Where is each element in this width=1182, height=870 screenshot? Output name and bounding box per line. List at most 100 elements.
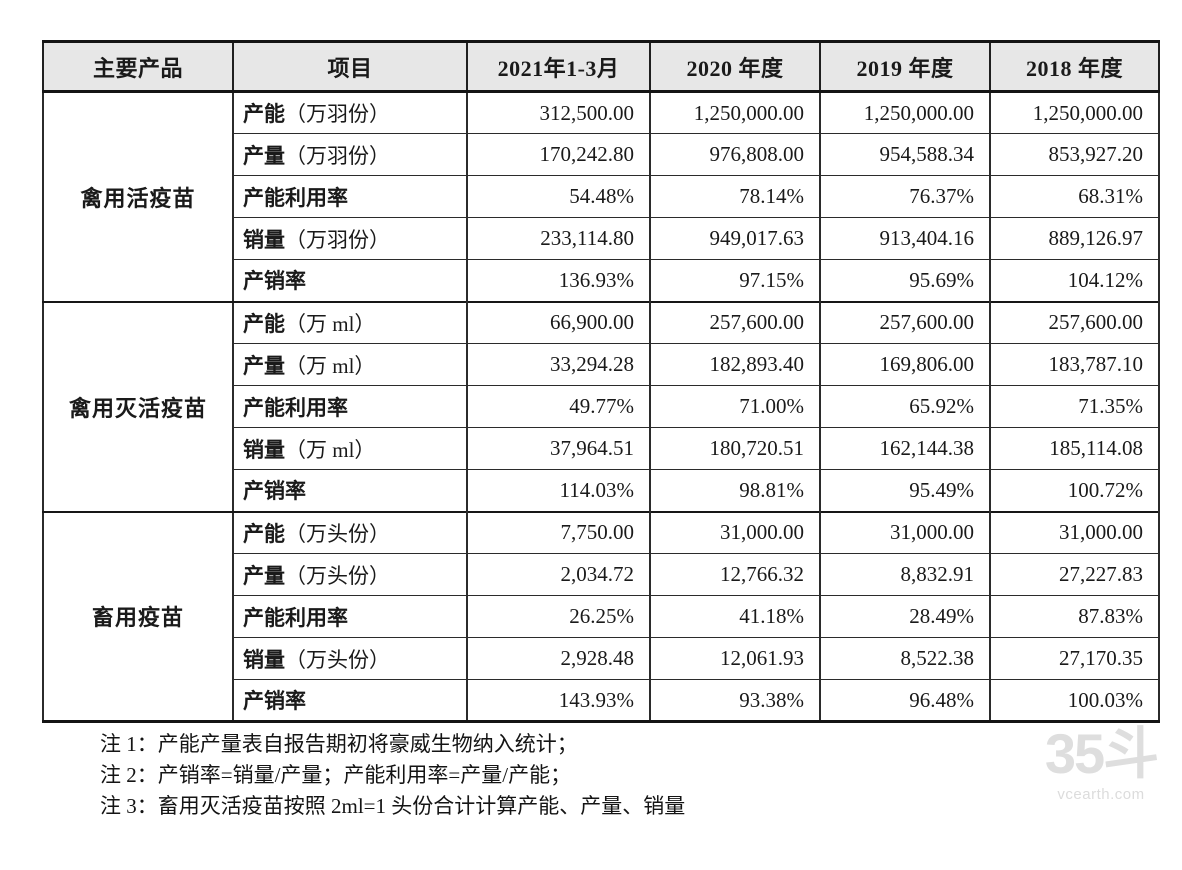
- item-label-cell: 产量（万头份）: [232, 553, 468, 596]
- item-label: 产销率: [243, 689, 306, 713]
- item-label: 产能: [243, 521, 285, 546]
- column-header-5: 2018 年度: [989, 40, 1160, 93]
- value-cell: 976,808.00: [649, 133, 821, 176]
- item-label: 产量: [243, 143, 285, 168]
- item-label: 产能: [243, 311, 285, 336]
- table-row: 产销率 136.93% 97.15% 95.69% 104.12%: [43, 259, 1160, 302]
- value-cell: 49.77%: [466, 385, 651, 428]
- item-unit: （万 ml）: [285, 437, 376, 462]
- value-cell: 71.35%: [989, 385, 1160, 428]
- item-label-cell: 销量（万头份）: [232, 637, 468, 680]
- item-label-cell: 产销率: [232, 259, 468, 302]
- item-unit: （万头份）: [285, 647, 390, 672]
- value-cell: 37,964.51: [466, 427, 651, 470]
- item-label: 销量: [243, 437, 285, 462]
- item-unit: （万头份）: [285, 521, 390, 546]
- value-cell: 8,832.91: [819, 553, 991, 596]
- value-cell: 65.92%: [819, 385, 991, 428]
- product-name: 禽用灭活疫苗: [42, 300, 234, 513]
- value-cell: 169,806.00: [819, 343, 991, 386]
- value-cell: 114.03%: [466, 469, 651, 512]
- value-cell: 8,522.38: [819, 637, 991, 680]
- value-cell: 180,720.51: [649, 427, 821, 470]
- item-label-cell: 产量（万 ml）: [232, 343, 468, 386]
- table-row: 产能利用率 26.25% 41.18% 28.49% 87.83%: [43, 595, 1160, 638]
- value-cell: 31,000.00: [989, 510, 1160, 554]
- item-label: 产能利用率: [243, 605, 348, 630]
- value-cell: 913,404.16: [819, 217, 991, 260]
- table-row: 畜用疫苗 产能（万头份） 7,750.00 31,000.00 31,000.00 31,…: [42, 510, 1160, 723]
- value-cell: 96.48%: [819, 679, 991, 722]
- item-label: 产销率: [243, 269, 306, 294]
- production-table: 主要产品 项目 2021年1-3月 2020 年度 2019 年度 2018 年度 禽用活…: [42, 40, 1160, 723]
- item-label-cell: 产销率: [232, 469, 468, 512]
- value-cell: 27,227.83: [989, 553, 1160, 596]
- item-label-cell: 产能（万羽份）: [232, 90, 468, 134]
- table-row: 禽用活疫苗 产能（万羽份） 312,500.00 1,250,000.00 1,250,…: [42, 90, 1160, 303]
- item-label-cell: 销量（万 ml）: [232, 427, 468, 470]
- item-label-cell: 产能利用率: [232, 175, 468, 218]
- value-cell: 853,927.20: [989, 133, 1160, 176]
- column-header-2: 2021年1-3月: [466, 40, 651, 93]
- value-cell: 100.03%: [989, 679, 1160, 722]
- table-row: 产量（万羽份） 170,242.80 976,808.00 954,588.34 853…: [43, 133, 1160, 176]
- table-row: 产销率 114.03% 98.81% 95.49% 100.72%: [43, 469, 1160, 512]
- item-label: 销量: [243, 647, 285, 672]
- value-cell: 2,928.48: [466, 637, 651, 680]
- table-row: 销量（万头份） 2,928.48 12,061.93 8,522.38 27,170.3…: [43, 637, 1160, 680]
- item-unit: （万 ml）: [285, 311, 376, 336]
- value-cell: 33,294.28: [466, 343, 651, 386]
- value-cell: 93.38%: [649, 679, 821, 722]
- value-cell: 54.48%: [466, 175, 651, 218]
- watermark-logo: 35斗: [1044, 722, 1159, 785]
- product-name: 禽用活疫苗: [42, 90, 234, 303]
- value-cell: 257,600.00: [649, 300, 821, 344]
- item-label: 产量: [243, 353, 285, 378]
- notes: 注 1：产能产量表自报告期初将豪威生物纳入统计； 注 2：产销率=销量/产量；产…: [100, 729, 685, 822]
- value-cell: 2,034.72: [466, 553, 651, 596]
- table-row: 产能利用率 54.48% 78.14% 76.37% 68.31%: [43, 175, 1160, 218]
- table-row: 销量（万 ml） 37,964.51 180,720.51 162,144.38 185…: [43, 427, 1160, 470]
- item-label: 产能利用率: [243, 395, 348, 420]
- item-unit: （万羽份）: [285, 143, 390, 168]
- column-header-3: 2020 年度: [649, 40, 821, 93]
- table-row: 产能利用率 49.77% 71.00% 65.92% 71.35%: [43, 385, 1160, 428]
- value-cell: 233,114.80: [466, 217, 651, 260]
- value-cell: 68.31%: [989, 175, 1160, 218]
- watermark: 35斗 vcearth.com: [1036, 722, 1166, 804]
- item-label-cell: 产销率: [232, 679, 468, 722]
- value-cell: 12,766.32: [649, 553, 821, 596]
- column-header-0: 主要产品: [42, 40, 234, 93]
- value-cell: 183,787.10: [989, 343, 1160, 386]
- value-cell: 312,500.00: [466, 90, 651, 134]
- value-cell: 66,900.00: [466, 300, 651, 344]
- table-row: 产量（万头份） 2,034.72 12,766.32 8,832.91 27,227.8…: [43, 553, 1160, 596]
- value-cell: 76.37%: [819, 175, 991, 218]
- note-1: 注 1：产能产量表自报告期初将豪威生物纳入统计；: [100, 732, 578, 756]
- column-header-4: 2019 年度: [819, 40, 991, 93]
- value-cell: 95.69%: [819, 259, 991, 302]
- value-cell: 28.49%: [819, 595, 991, 638]
- value-cell: 1,250,000.00: [649, 90, 821, 134]
- item-label-cell: 产能利用率: [232, 385, 468, 428]
- value-cell: 170,242.80: [466, 133, 651, 176]
- item-label: 产销率: [243, 479, 306, 504]
- value-cell: 71.00%: [649, 385, 821, 428]
- value-cell: 143.93%: [466, 679, 651, 722]
- value-cell: 182,893.40: [649, 343, 821, 386]
- value-cell: 1,250,000.00: [819, 90, 991, 134]
- value-cell: 954,588.34: [819, 133, 991, 176]
- table-row: 产量（万 ml） 33,294.28 182,893.40 169,806.00 183…: [43, 343, 1160, 386]
- value-cell: 31,000.00: [649, 510, 821, 554]
- value-cell: 26.25%: [466, 595, 651, 638]
- column-header-1: 项目: [232, 40, 468, 93]
- value-cell: 7,750.00: [466, 510, 651, 554]
- item-label: 产量: [243, 563, 285, 588]
- value-cell: 95.49%: [819, 469, 991, 512]
- table-body: 禽用活疫苗 产能（万羽份） 312,500.00 1,250,000.00 1,250,…: [42, 90, 1160, 723]
- watermark-site-url: vcearth.com: [1057, 786, 1145, 803]
- value-cell: 257,600.00: [819, 300, 991, 344]
- item-label-cell: 产能（万头份）: [232, 510, 468, 554]
- value-cell: 100.72%: [989, 469, 1160, 512]
